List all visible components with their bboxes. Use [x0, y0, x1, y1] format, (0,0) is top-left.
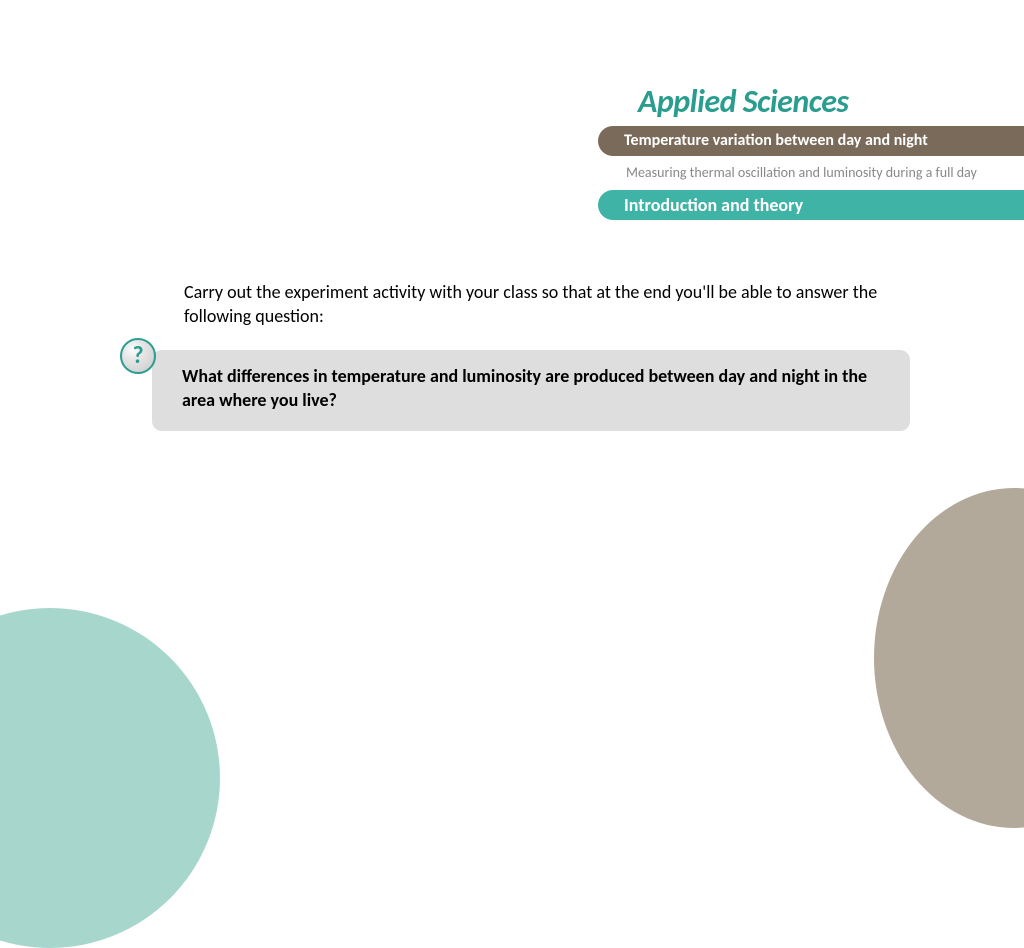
- topic-bar: Temperature variation between day and ni…: [598, 126, 1024, 156]
- decorative-circle-left: [0, 608, 220, 948]
- decorative-circle-right: [874, 488, 1024, 828]
- intro-paragraph: Carry out the experiment activity with y…: [184, 280, 904, 329]
- section-bar: Introduction and theory: [598, 190, 1024, 220]
- question-mark-icon: ?: [120, 338, 156, 374]
- question-box: What differences in temperature and lumi…: [152, 350, 910, 431]
- subtitle-text: Measuring thermal oscillation and lumino…: [626, 164, 977, 181]
- page-title: Applied Sciences: [638, 82, 849, 121]
